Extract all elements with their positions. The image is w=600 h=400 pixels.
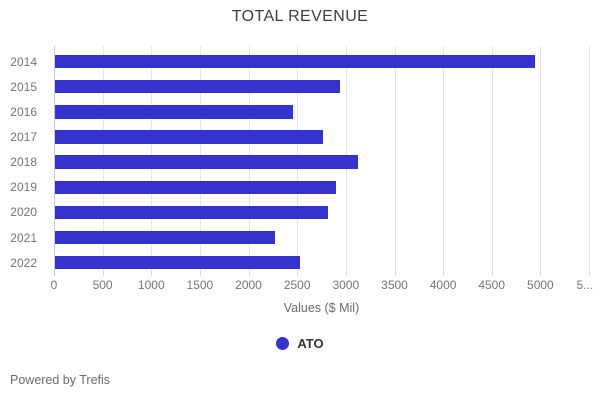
gridline	[491, 46, 493, 271]
y-axis-label-2016: 2016	[10, 104, 37, 119]
gridline	[394, 46, 396, 271]
x-tick-label: 2000	[235, 278, 262, 292]
powered-by-trefis: Powered by Trefis	[10, 373, 111, 387]
y-axis-label-2019: 2019	[10, 180, 37, 195]
x-tick-label: 1000	[137, 278, 165, 292]
y-axis-label-2020: 2020	[10, 205, 37, 220]
x-tick-label: 4000	[429, 278, 457, 292]
y-axis-label-2014: 2014	[10, 54, 37, 69]
legend: ATO	[0, 336, 600, 351]
x-tick-mark	[540, 271, 542, 276]
chart-title: TOTAL REVENUE	[231, 8, 369, 25]
y-axis-label-2022: 2022	[10, 255, 37, 270]
x-axis-title: Values ($ Mil)	[283, 301, 360, 315]
x-tick-mark	[102, 271, 104, 276]
bar-2018[interactable]	[55, 155, 358, 169]
legend-label: ATO	[297, 336, 324, 351]
gridline	[540, 46, 542, 271]
x-tick-label: 2500	[283, 278, 311, 292]
x-tick-mark	[248, 271, 250, 276]
bar-2021[interactable]	[55, 230, 276, 245]
legend-marker-dot	[276, 337, 290, 350]
x-tick-mark	[394, 271, 396, 276]
x-tick-mark	[443, 271, 445, 276]
y-axis-label-2017: 2017	[10, 129, 37, 144]
bar-2017[interactable]	[55, 130, 323, 144]
bar-2019[interactable]	[55, 180, 337, 194]
x-tick-mark	[54, 271, 55, 276]
y-axis-label-2015: 2015	[10, 79, 37, 94]
bar-2020[interactable]	[55, 205, 329, 220]
x-tick-mark	[491, 271, 493, 276]
y-axis-label-2018: 2018	[10, 155, 37, 170]
x-tick-mark	[345, 271, 347, 276]
y-axis-line	[54, 46, 55, 276]
x-tick-mark	[151, 271, 153, 276]
x-tick-label: 1500	[186, 278, 214, 292]
bar-2015[interactable]	[55, 79, 340, 94]
x-tick-label: 3500	[381, 278, 408, 292]
x-tick-label: 3000	[332, 278, 360, 292]
x-tick-label: 4500	[478, 278, 506, 292]
x-tick-label: 500	[92, 278, 113, 292]
x-tick-label: 0	[50, 278, 58, 292]
gridline	[443, 46, 445, 271]
bar-2016[interactable]	[55, 105, 294, 119]
bar-2022[interactable]	[55, 255, 301, 270]
y-axis-label-2021: 2021	[10, 230, 37, 245]
x-tick-mark	[297, 271, 299, 276]
legend-item-ato[interactable]: ATO	[276, 336, 324, 351]
gridline	[589, 46, 590, 271]
x-tick-mark	[589, 271, 590, 276]
x-tick-mark	[199, 271, 201, 276]
bar-2014[interactable]	[55, 54, 535, 69]
x-tick-label: 5000	[527, 278, 554, 292]
x-tick-label: 5...	[576, 278, 594, 292]
